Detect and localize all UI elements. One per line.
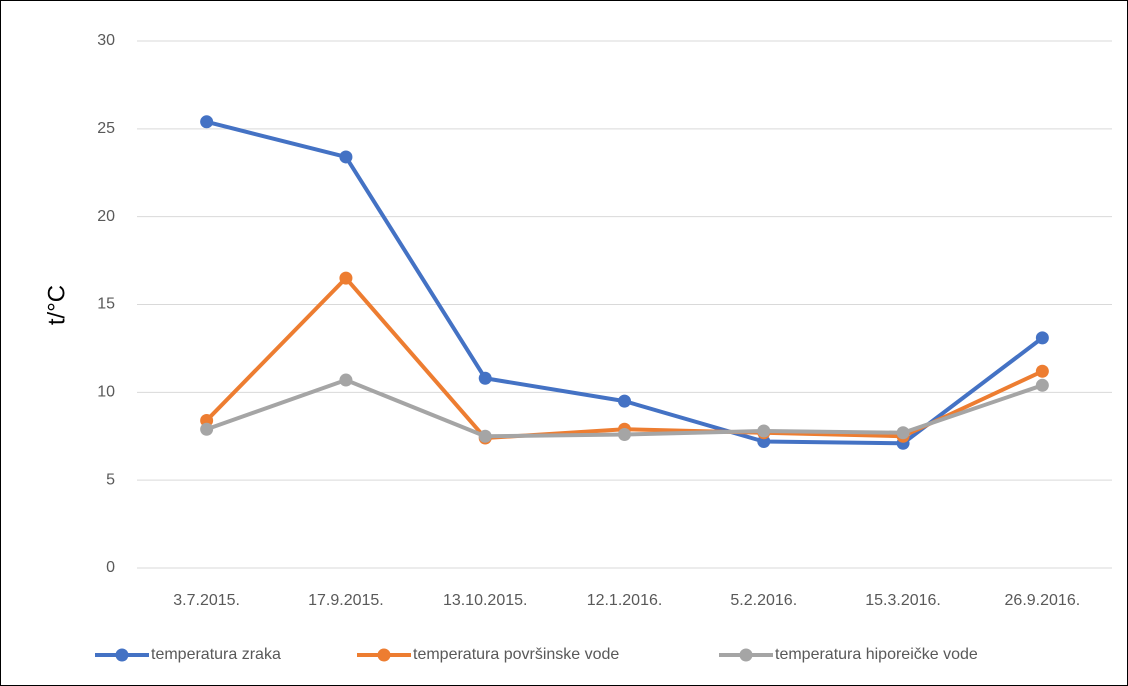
y-tick-label: 25 [97,120,115,137]
data-point [478,371,492,385]
data-point [200,115,214,129]
legend-label: temperatura hiporeičke vode [775,646,978,663]
data-point [1035,364,1049,378]
data-point [339,271,353,285]
data-point [478,429,492,443]
x-tick-label: 3.7.2015. [173,592,240,609]
y-tick-label: 15 [97,296,115,313]
y-tick-label: 30 [97,32,115,49]
x-tick-label: 12.1.2016. [587,592,663,609]
y-tick-label: 0 [106,559,115,576]
data-point [339,150,353,164]
data-point [896,426,910,440]
data-point [200,422,214,436]
x-tick-label: 5.2.2016. [730,592,797,609]
data-point [757,424,771,438]
legend-label: temperatura zraka [151,646,281,663]
y-axis-label: t/°C [43,285,70,325]
x-tick-label: 26.9.2016. [1005,592,1081,609]
legend-marker [739,648,753,662]
y-tick-label: 10 [97,384,115,401]
y-tick-label: 5 [106,471,115,488]
legend-label: temperatura površinske vode [413,646,619,663]
data-point [618,427,631,441]
x-tick-label: 15.3.2016. [865,592,941,609]
data-point [618,394,631,408]
x-tick-label: 13.10.2015. [443,592,528,609]
data-point [1035,378,1049,392]
y-tick-label: 20 [97,208,115,225]
legend-marker [377,648,391,662]
legend-marker [115,648,129,662]
data-point [339,373,353,387]
data-point [1035,331,1049,345]
x-tick-label: 17.9.2015. [308,592,384,609]
